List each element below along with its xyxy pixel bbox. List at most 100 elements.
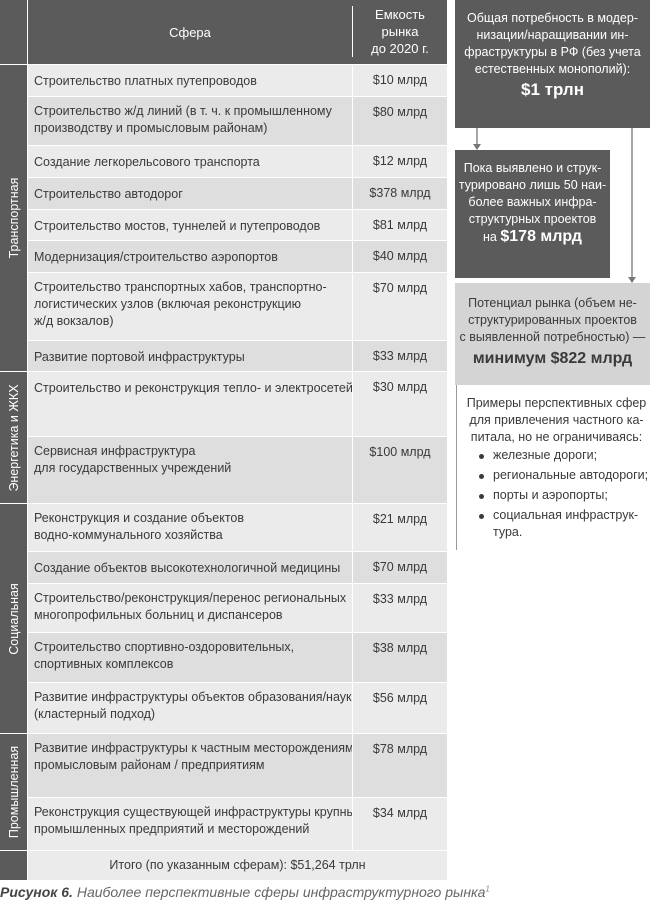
sphere-cell: Строительство мостов, туннелей и путепро… <box>27 209 352 240</box>
text-line: железные дороги; <box>493 448 598 462</box>
sphere-cell: Реконструкция и создание объектов водно-к… <box>27 503 352 551</box>
sphere-cell: Строительство автодорог <box>27 177 352 209</box>
text-line: Создание легкорельсового транспорта <box>34 155 260 169</box>
sphere-cell: Развитие инфраструктуры к частным местор… <box>27 733 361 797</box>
text-line: для привлечения частного ка- <box>469 413 644 427</box>
text-line: для государственных учреждений <box>34 461 232 475</box>
text-line: Развитие портовой инфраструктуры <box>34 350 245 364</box>
text-line: Реконструкция существующей инфраструктур… <box>34 805 362 819</box>
text-line: естественных монополий): <box>474 62 631 76</box>
value-cell: $100 млрд <box>352 436 447 503</box>
value-cell: $70 млрд <box>352 551 447 583</box>
text-line: Потенциал рынка (объем не- <box>468 296 637 310</box>
text-line: Строительство ж/д линий (в т. ч. к промы… <box>34 104 332 118</box>
text-line: Строительство платных путепроводов <box>34 74 257 88</box>
examples-box: Примеры перспективных сфер для привлечени… <box>456 385 650 550</box>
text-line: фраструктуры в РФ (без учета <box>464 45 641 59</box>
header-sphere: Сфера <box>27 0 352 64</box>
value-cell: $12 млрд <box>352 145 447 177</box>
text-line: Строительство/реконструкция/перенос реги… <box>34 591 347 605</box>
value-cell: $56 млрд <box>352 682 447 733</box>
bullet <box>479 474 484 479</box>
value-cell: $80 млрд <box>352 96 447 145</box>
text-line: производству и промысловым районам) <box>34 121 268 135</box>
text-line: спортивных комплексов <box>34 657 174 671</box>
bullet <box>479 494 484 499</box>
value-cell: $378 млрд <box>352 177 447 209</box>
text-line: водно-коммунального хозяйства <box>34 528 223 542</box>
text-line: Создание объектов высокотехнологичной ме… <box>34 561 341 575</box>
total-group <box>0 850 27 880</box>
group-label: Социальная <box>6 582 21 655</box>
list-item: социальная инфраструк-тура. <box>463 507 650 541</box>
sphere-cell: Строительство/реконструкция/перенос реги… <box>27 583 352 632</box>
sphere-cell: Строительство платных путепроводов <box>27 64 352 96</box>
text-line: Модернизация/строительство аэропортов <box>34 250 278 264</box>
text-line: Строительство автодорог <box>34 187 183 201</box>
text-line: промысловым районам / предприятиям <box>34 758 265 772</box>
value-cell: $21 млрд <box>352 503 447 551</box>
text-line: Сервисная инфраструктура <box>34 444 196 458</box>
group-cell: Энергетика и ЖКХ <box>0 371 27 503</box>
total-row: Итого (по указанным сферам): $51,264 трл… <box>27 850 447 880</box>
value-cell: $81 млрд <box>352 209 447 240</box>
text-line: Развитие инфраструктуры объектов образов… <box>34 690 359 704</box>
text-line: турировано лишь 50 наи- <box>458 178 607 192</box>
text-line: Строительство спортивно-оздоровительных, <box>34 640 295 654</box>
text-line: более важных инфра- <box>468 195 597 209</box>
text-line: Емкость <box>375 7 425 22</box>
text-line: Строительство и реконструкция тепло- и э… <box>34 381 353 395</box>
caption-note: 1 <box>485 884 490 894</box>
text-line: многопрофильных больниц и диспансеров <box>34 608 283 622</box>
sphere-cell: Создание объектов высокотехнологичной ме… <box>27 551 352 583</box>
bullet <box>479 514 484 519</box>
group-label: Промышленная <box>6 745 21 839</box>
sphere-cell: Строительство ж/д линий (в т. ч. к промы… <box>27 96 352 145</box>
potential-amount: минимум $822 млрд <box>472 350 633 367</box>
group-cell: Социальная <box>0 503 27 733</box>
need-amount: $1 трлн <box>521 80 584 99</box>
text-line: региональные автодороги; <box>493 468 649 482</box>
caption-label: Рисунок 6. <box>0 884 73 900</box>
identified-amount: $178 млрд <box>500 228 582 245</box>
potential-box: Потенциал рынка (объем не-структурирован… <box>455 283 650 385</box>
sphere-cell: Сервисная инфраструктура для государствен… <box>27 436 352 503</box>
value-cell: $10 млрд <box>352 64 447 96</box>
value-cell: $40 млрд <box>352 240 447 272</box>
value-cell: $78 млрд <box>352 733 447 797</box>
need-box: Общая потребность в модер-низации/наращи… <box>455 0 650 128</box>
text-line: Развитие инфраструктуры к частным местор… <box>34 741 361 755</box>
sphere-cell: Модернизация/строительство аэропортов <box>27 240 352 272</box>
identified-amount-line: на $178 млрд <box>455 228 610 246</box>
sphere-cell: Строительство спортивно-оздоровительных,… <box>27 632 352 682</box>
text-line: Примеры перспективных сфер <box>466 396 647 410</box>
identified-box: Пока выявлено и струк-турировано лишь 50… <box>455 150 610 278</box>
list-item: железные дороги; <box>463 447 650 464</box>
value-cell: $33 млрд <box>352 583 447 632</box>
text-line: промышленных предприятий и месторождений <box>34 822 310 836</box>
text-line: тура. <box>493 525 523 539</box>
list-item: порты и аэропорты; <box>463 487 650 504</box>
group-label: Энергетика и ЖКХ <box>6 383 21 492</box>
sphere-cell: Развитие портовой инфраструктуры <box>27 340 352 371</box>
text-line: социальная инфраструк- <box>493 508 639 522</box>
header-bg <box>0 0 447 64</box>
sphere-cell: Строительство транспортных хабов, трансп… <box>27 272 352 340</box>
text-line: Пока выявлено и струк- <box>463 161 602 175</box>
text-line: структурированных проектов <box>468 313 637 327</box>
value-cell: $38 млрд <box>352 632 447 682</box>
header-value: Емкость рынка до 2020 г. <box>352 6 447 57</box>
value-cell: $30 млрд <box>352 371 447 436</box>
text-line: Реконструкция и создание объектов <box>34 511 245 525</box>
text-line: логистических узлов (включая реконструкц… <box>34 297 302 311</box>
caption-text: Наиболее перспективные сферы инфраструкт… <box>76 884 486 900</box>
list-item: региональные автодороги; <box>463 467 650 484</box>
caption: Рисунок 6. Наиболее перспективные сферы … <box>0 884 650 900</box>
text-line: с выявленной потребностью) — <box>459 330 646 344</box>
text-line: Строительство мостов, туннелей и путепро… <box>34 219 321 233</box>
examples-list: железные дороги; региональные автодороги;… <box>463 447 650 541</box>
text-line: (кластерный подход) <box>34 707 156 721</box>
bullet <box>479 454 484 459</box>
group-cell: Транспортная <box>0 64 27 371</box>
